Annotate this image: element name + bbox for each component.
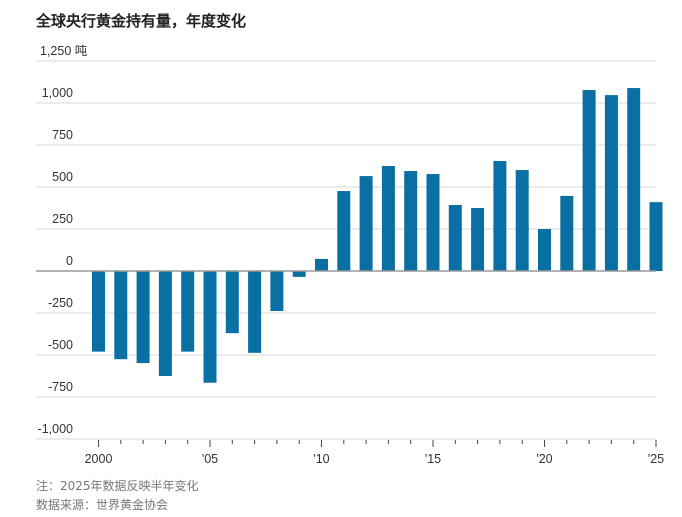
x-tick-label: '15 (425, 452, 441, 466)
bar-2000 (92, 271, 105, 352)
bar-2004 (181, 271, 195, 352)
bar-2005 (203, 271, 217, 383)
x-tick-label: '20 (536, 452, 552, 466)
bar-2017 (471, 208, 485, 271)
bar-2018 (493, 160, 507, 271)
y-tick-label: -1,000 (38, 422, 73, 436)
x-tick-label: '10 (313, 452, 329, 466)
bar-2021 (560, 195, 574, 271)
bar-2011 (337, 191, 351, 271)
bar-2008 (270, 271, 284, 311)
chart-note: 注：2025年数据反映半年变化 (36, 479, 199, 493)
bar-2007 (248, 271, 262, 353)
y-tick-label: 750 (52, 128, 73, 142)
chart-title: 全球央行黄金持有量，年度变化 (36, 12, 247, 30)
y-tick-label: -500 (48, 338, 73, 352)
bar-2002 (136, 271, 150, 364)
bar-2023 (604, 95, 618, 271)
bar-2022 (582, 90, 596, 272)
chart-source: 数据来源：世界黄金协会 (36, 498, 169, 512)
x-tick-label: '05 (202, 452, 218, 466)
bar-2009 (292, 271, 306, 277)
bar-2020 (538, 229, 551, 271)
x-tick-label: 2000 (85, 452, 113, 466)
y-tick-label: -250 (48, 296, 73, 310)
bar-2025 (649, 202, 663, 271)
bar-2015 (426, 174, 440, 271)
y-tick-label: 500 (52, 170, 73, 184)
bar-2006 (225, 271, 239, 334)
y-tick-label: 0 (66, 254, 73, 268)
bar-2013 (381, 166, 395, 271)
bar-2016 (448, 204, 462, 271)
y-tick-label: 1,250 吨 (40, 44, 88, 58)
bar-2014 (404, 171, 418, 271)
y-tick-label: 1,000 (42, 86, 73, 100)
bar-2010 (315, 258, 328, 271)
bar-2003 (158, 271, 172, 376)
bar-2019 (515, 170, 529, 271)
bar-2012 (359, 176, 373, 271)
x-tick-label: '25 (648, 452, 664, 466)
y-tick-label: -750 (48, 380, 73, 394)
bar-2001 (114, 271, 128, 360)
y-tick-label: 250 (52, 212, 73, 226)
bar-2024 (627, 88, 641, 271)
